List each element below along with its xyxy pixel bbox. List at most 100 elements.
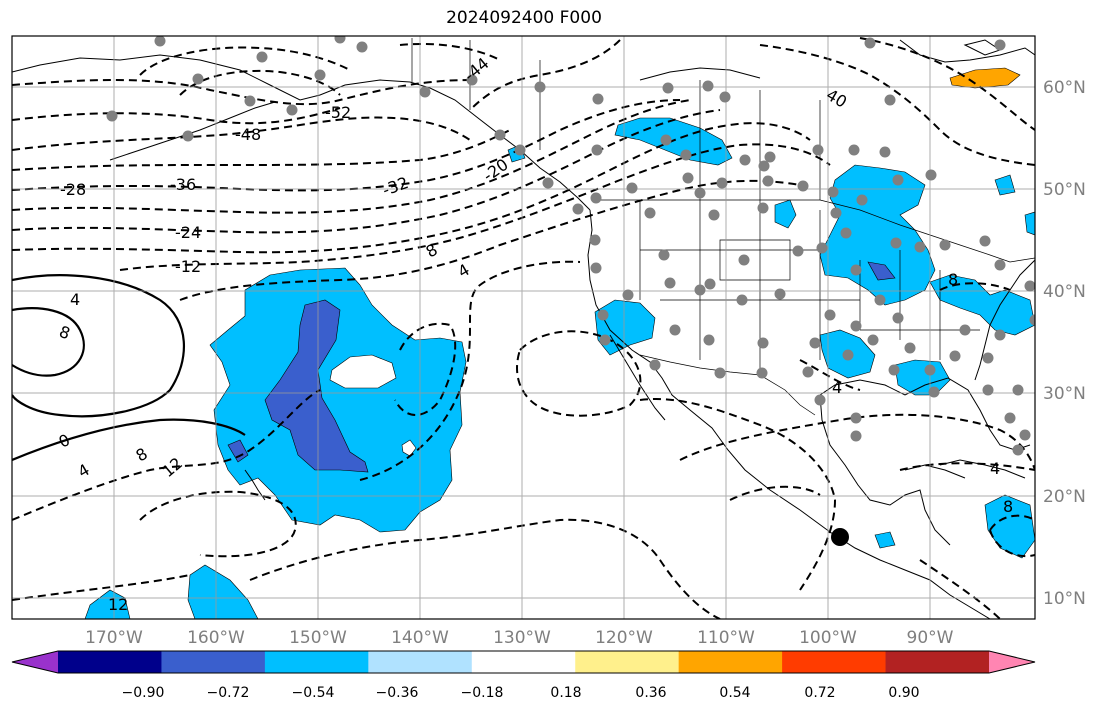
colorbar-segment	[678, 651, 783, 673]
station-dot	[1012, 444, 1024, 456]
station-dot	[244, 95, 256, 107]
coast-baja	[609, 334, 666, 421]
colorbar-segment	[471, 651, 576, 673]
contour-line	[249, 518, 721, 619]
station-dot	[192, 73, 204, 85]
coastlines	[12, 39, 1035, 619]
station-dot	[816, 242, 828, 254]
station-dot	[534, 81, 546, 93]
station-dot	[939, 239, 951, 251]
station-dot	[256, 51, 268, 63]
station-dot	[762, 175, 774, 187]
colorbar-tick-label: 0.36	[635, 685, 666, 701]
station-dot	[797, 180, 809, 192]
contour-line	[119, 143, 831, 271]
colorbar-outline	[11, 650, 1036, 674]
station-dot	[314, 69, 326, 81]
solid-contours	[12, 274, 246, 462]
station-dot	[514, 144, 526, 156]
location-marker	[831, 528, 849, 546]
station-dot	[982, 352, 994, 364]
station-dot	[824, 309, 836, 321]
coast-hawaii	[244, 469, 266, 501]
lat-label: 40°N	[1043, 282, 1086, 302]
station-dot	[827, 186, 839, 198]
coast-east	[974, 259, 1035, 381]
station-dot	[702, 80, 714, 92]
station-dot	[622, 289, 634, 301]
station-dot	[914, 241, 926, 253]
station-dot	[466, 74, 478, 86]
contour-label: 4	[70, 290, 80, 309]
station-dot	[1019, 429, 1031, 441]
contour-label: 4	[832, 378, 842, 397]
shade-region-small1	[774, 199, 797, 229]
shade-region-small4	[1024, 211, 1035, 236]
colorbar-segment	[575, 651, 680, 673]
contour-line	[12, 574, 191, 601]
colorbar-tick-label: −0.36	[376, 685, 419, 701]
station-dot	[792, 245, 804, 257]
map-area	[12, 36, 1035, 619]
border-us-canada	[598, 199, 1035, 263]
station-dot	[949, 350, 961, 362]
station-dot	[589, 234, 601, 246]
station-dot	[959, 324, 971, 336]
lat-label: 60°N	[1043, 78, 1086, 98]
shaded-field	[84, 67, 1035, 619]
station-dot	[924, 364, 936, 376]
shade-region-lower-left	[187, 564, 259, 619]
station-dot	[1024, 280, 1035, 292]
station-dot	[850, 320, 862, 332]
shade-region-pacific-dark	[264, 299, 369, 473]
contour-line	[12, 116, 471, 151]
coast-alaska	[12, 54, 591, 211]
station-dot	[106, 110, 118, 122]
station-dot	[716, 177, 728, 189]
contour-label: 4	[990, 459, 1000, 478]
station-dot	[982, 384, 994, 396]
contour-line	[759, 44, 1035, 166]
coast-hudson	[899, 39, 1035, 63]
station-dot	[802, 366, 814, 378]
station-dot	[590, 192, 602, 204]
station-dot	[879, 146, 891, 158]
contour-line	[859, 37, 1035, 131]
lat-label: 50°N	[1043, 180, 1086, 200]
station-dot	[708, 209, 720, 221]
longitude-labels: 170°W 160°W 150°W 140°W 130°W 120°W 110°…	[85, 628, 954, 648]
map-frame	[11, 35, 1036, 620]
contour-line	[516, 330, 642, 417]
station-dot	[658, 249, 670, 261]
colorbar-ticks: −0.90 −0.72 −0.54 −0.36 −0.18 0.18 0.36 …	[122, 685, 920, 701]
colorbar-segment	[885, 651, 990, 673]
colorbar-segment	[782, 651, 887, 673]
contour-line	[139, 490, 297, 558]
station-dot	[994, 329, 1006, 341]
contour-line	[799, 359, 861, 391]
contour-line	[399, 42, 501, 61]
contour-line	[12, 99, 681, 192]
station-dot	[599, 334, 611, 346]
contour-line	[989, 514, 1035, 558]
contour-line	[679, 413, 1035, 471]
station-dot	[664, 277, 676, 289]
contour-line	[179, 179, 801, 301]
station-dot	[812, 144, 824, 156]
lon-label: 110°W	[697, 628, 755, 648]
station-dot	[644, 207, 656, 219]
lon-label: 160°W	[187, 628, 245, 648]
station-dot	[334, 36, 346, 44]
station-dot	[572, 203, 584, 215]
contour-line	[12, 274, 186, 418]
dashed-contours	[12, 37, 1035, 619]
coast-westcoast	[587, 209, 991, 619]
colorbar-tick-label: −0.54	[292, 685, 335, 701]
lon-label: 170°W	[85, 628, 143, 648]
station-dot	[356, 41, 368, 53]
station-dot	[888, 364, 900, 376]
station-dot	[494, 129, 506, 141]
shade-hole-small	[401, 439, 417, 457]
contour-line	[939, 282, 1011, 291]
